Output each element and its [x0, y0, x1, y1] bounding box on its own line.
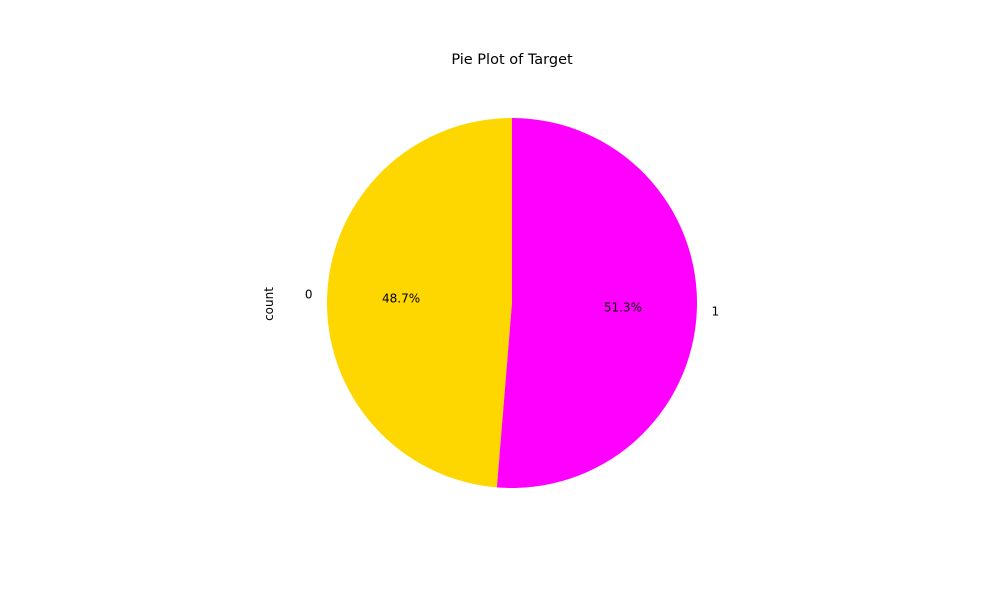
slice-category-label: 1 — [712, 304, 720, 318]
pie-slices — [326, 118, 697, 488]
pie-slice-0 — [326, 118, 512, 488]
pie-slice-1 — [496, 118, 697, 488]
y-axis-label: count — [262, 287, 276, 321]
slice-percent-label: 51.3% — [604, 301, 642, 315]
slice-category-label: 0 — [305, 288, 313, 302]
chart-title: Pie Plot of Target — [451, 52, 573, 68]
pie-labels: 48.7% 0 51.3% 1 — [305, 288, 719, 319]
slice-percent-label: 48.7% — [382, 291, 420, 305]
